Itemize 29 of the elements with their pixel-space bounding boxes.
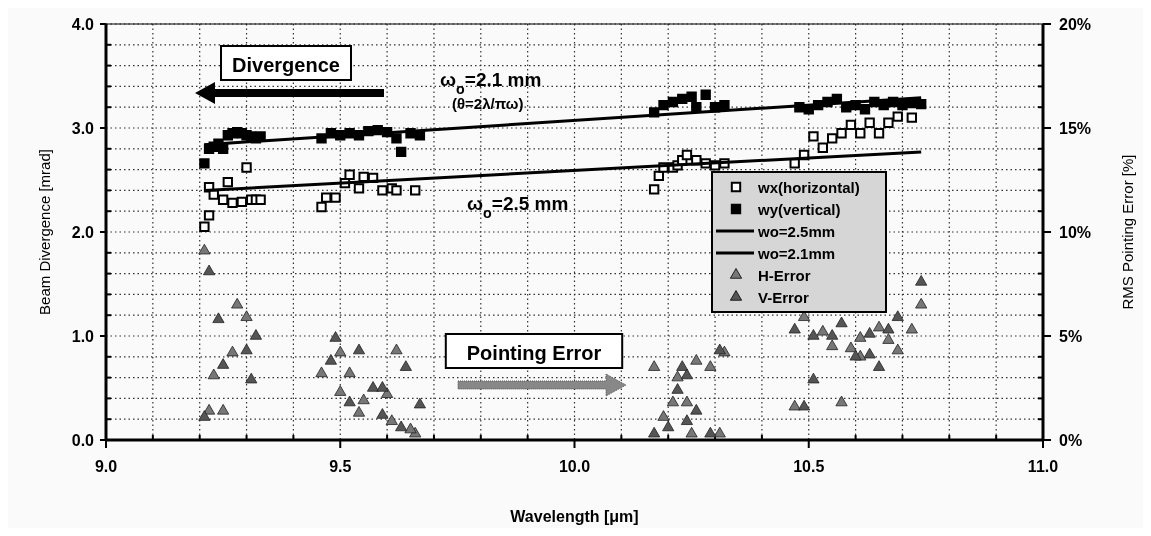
y2-tick-label: 10% [1059, 224, 1092, 241]
y2-axis-title: RMS Pointing Error [%] [1119, 154, 1136, 310]
y-tick-label: 1.0 [71, 328, 95, 345]
annotation: Pointing Error [466, 342, 602, 364]
y-tick-label: 4.0 [71, 16, 95, 33]
legend-label: wx(horizontal) [757, 179, 860, 196]
annotation: (θ=2λ/πω) [452, 95, 524, 112]
y-axis-title: Beam Divergence [mrad] [36, 149, 53, 315]
y-tick-label: 3.0 [71, 120, 95, 137]
y2-tick-label: 0% [1059, 432, 1083, 449]
y2-tick-label: 20% [1059, 16, 1092, 33]
x-tick-label: 11.0 [1027, 458, 1059, 475]
legend-label: V-Error [758, 289, 810, 306]
x-tick-label: 10.5 [793, 458, 825, 475]
legend-label: wy(vertical) [757, 201, 841, 218]
legend-label: H-Error [758, 267, 811, 284]
legend-label: wo=2.5mm [757, 223, 836, 240]
y2-tick-label: 5% [1059, 328, 1083, 345]
x-tick-label: 10.0 [558, 458, 591, 475]
x-tick-label: 9.0 [94, 458, 118, 475]
y-tick-label: 0.0 [71, 432, 95, 449]
legend-label: wo=2.1mm [757, 245, 836, 262]
annotation: Divergence [232, 54, 340, 76]
annotation: ω$_{o}$=2.1 mm [440, 69, 542, 97]
x-tick-label: 9.5 [329, 458, 352, 475]
x-axis-title: Wavelength [μm] [510, 508, 639, 525]
y2-tick-label: 15% [1059, 120, 1092, 137]
y-tick-label: 2.0 [71, 224, 95, 241]
annotation: ω$_{o}$=2.5 mm [467, 193, 569, 221]
